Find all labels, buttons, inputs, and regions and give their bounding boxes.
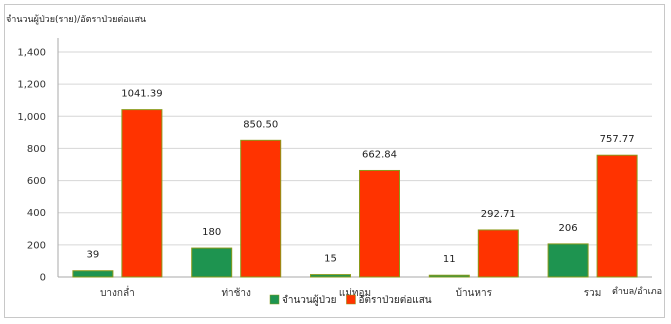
- bar-rate: [477, 229, 519, 278]
- bar-rate: [359, 169, 400, 278]
- x-tick-label: แม่ทอม: [339, 288, 371, 299]
- y-tick-label: 1,000: [17, 112, 46, 123]
- x-tick-label: รวม: [584, 288, 602, 299]
- data-labels: 39 1041.39 180 850.50 15 662.84 11 292.71 206 757…: [87, 89, 635, 266]
- legend: จำนวนผู้ป่วย อัตราป่วยต่อแสน: [269, 294, 432, 306]
- x-tick-label: บางกล่ำ: [100, 285, 135, 299]
- bar-rate: [596, 154, 638, 278]
- bars: [72, 109, 638, 278]
- bar-patients: [191, 247, 233, 278]
- data-label: 1041.39: [121, 89, 162, 100]
- x-tick-labels: บางกล่ำ ท่าช้าง แม่ทอม บ้านหาร รวม: [100, 285, 601, 299]
- y-tick-label: 200: [27, 240, 46, 251]
- data-label: 662.84: [362, 149, 397, 160]
- y-axis-label: จำนวนผู้ป่วย(ราย)/อัตราป่วยต่อแสน: [6, 14, 146, 25]
- y-tick-label: 400: [27, 208, 46, 219]
- legend-label: อัตราป่วยต่อแสน: [358, 295, 431, 306]
- bar-rate: [240, 139, 282, 278]
- x-tick-label: ท่าช้าง: [221, 287, 251, 299]
- bar-patients: [547, 243, 589, 278]
- data-label: 180: [202, 227, 221, 238]
- data-label: 206: [559, 223, 578, 234]
- y-tick-label: 0: [40, 273, 46, 284]
- legend-label: จำนวนผู้ป่วย: [282, 294, 336, 306]
- y-tick-labels: 0 200 400 600 800 1,000 1,200 1,400: [17, 48, 46, 284]
- bar-rate: [121, 109, 163, 278]
- bar-patients: [428, 274, 470, 278]
- y-tick-label: 1,400: [17, 48, 46, 59]
- x-axis-label: ตำบล/อำเภอ: [612, 286, 662, 297]
- x-tick-label: บ้านหาร: [456, 287, 493, 299]
- data-label: 292.71: [481, 209, 516, 220]
- data-label: 15: [324, 254, 337, 265]
- data-label: 850.50: [243, 119, 278, 130]
- legend-swatch: [346, 294, 356, 305]
- bar-patients: [72, 270, 114, 278]
- y-tick-label: 1,200: [17, 80, 46, 91]
- data-label: 11: [443, 254, 456, 265]
- legend-swatch: [269, 294, 280, 305]
- y-tick-label: 800: [27, 144, 46, 155]
- data-label: 39: [87, 250, 100, 261]
- bar-patients: [310, 274, 351, 278]
- data-label: 757.77: [600, 134, 635, 145]
- y-tick-label: 600: [27, 176, 46, 187]
